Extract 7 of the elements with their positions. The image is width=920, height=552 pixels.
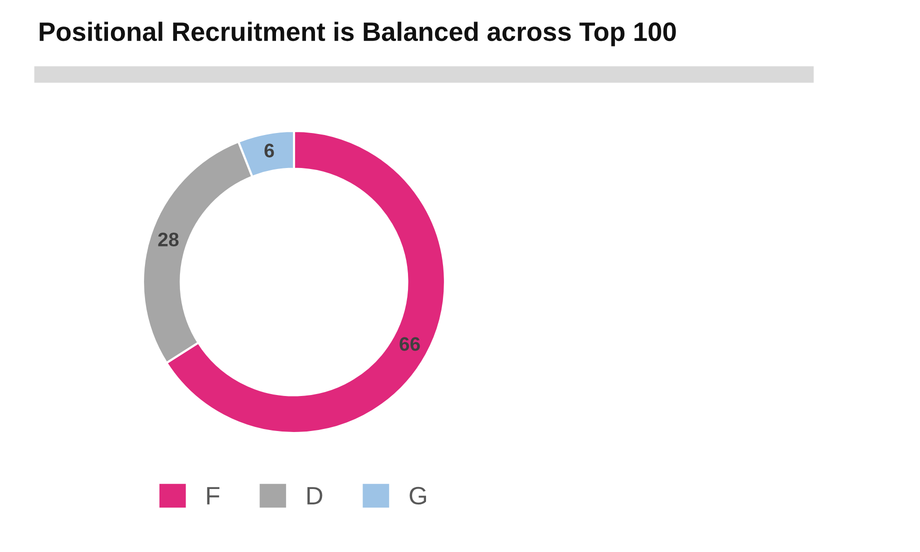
data-label: 28	[158, 232, 179, 246]
legend-label: G	[410, 486, 426, 505]
legend-label: F	[207, 487, 220, 504]
chart-title: Positional Recruitment is Balanced across Top 100	[40, 22, 676, 46]
data-label: 6	[264, 144, 274, 158]
legend-label: D	[307, 487, 322, 504]
data-label: 66	[400, 337, 420, 351]
